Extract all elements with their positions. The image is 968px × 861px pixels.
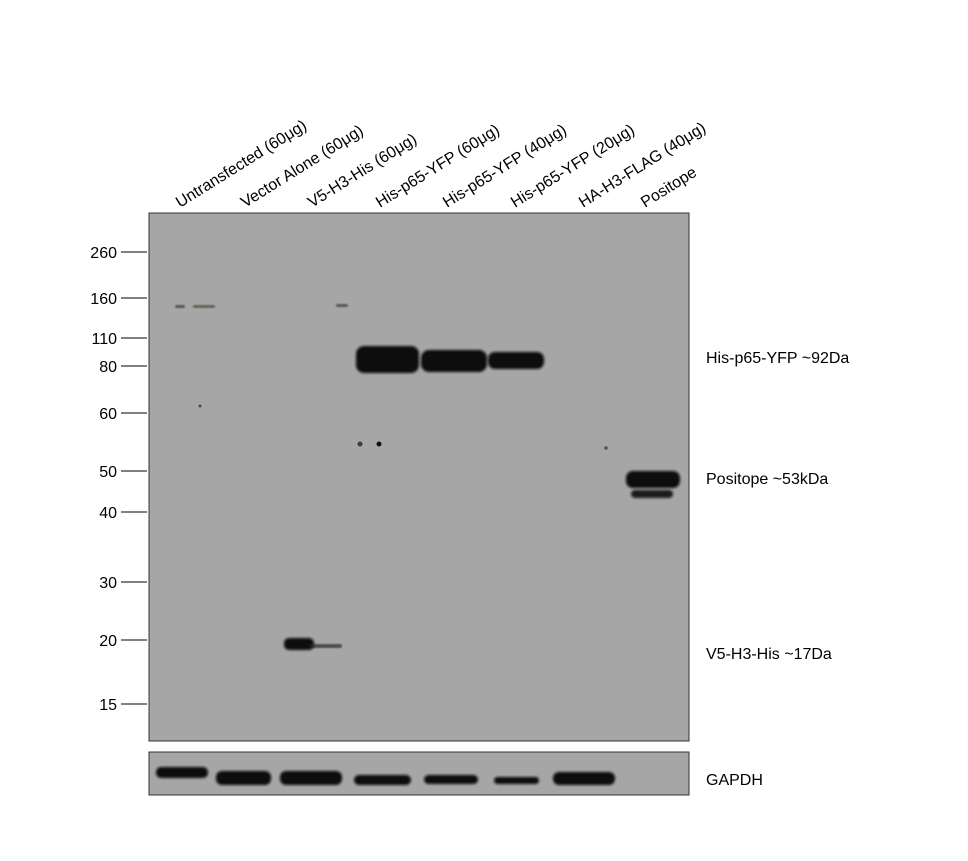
lane-label-5: His-p65-YFP (40μg) (440, 122, 570, 212)
lane-label-6: His-p65-YFP (20μg) (508, 122, 638, 212)
p65-band-lane-4 (356, 346, 419, 373)
faint-band (336, 304, 348, 307)
faint-speck (604, 446, 608, 450)
marker-label-60: 60 (99, 406, 117, 423)
lane-label-4: His-p65-YFP (60μg) (373, 122, 503, 212)
gapdh-band-lane-4 (354, 775, 411, 785)
gapdh-band-lane-5 (424, 775, 478, 784)
faint-speck (357, 441, 363, 447)
marker-label-50: 50 (99, 464, 117, 481)
faint-speck (198, 404, 202, 408)
positope-band-upper (626, 471, 680, 488)
marker-label-260: 260 (90, 245, 117, 262)
p65-band-lane-6 (488, 352, 544, 369)
annotation-positope: Positope ~53kDa (706, 471, 828, 488)
faint-band (193, 305, 215, 308)
marker-label-15: 15 (99, 697, 117, 714)
gapdh-band-lane-7 (553, 772, 615, 785)
marker-label-160: 160 (90, 291, 117, 308)
annotation-v5-h3-his: V5-H3-His ~17Da (706, 646, 832, 663)
marker-label-80: 80 (99, 359, 117, 376)
main-blot-membrane (148, 212, 690, 742)
marker-label-20: 20 (99, 633, 117, 650)
annotation-gapdh: GAPDH (706, 772, 763, 789)
v5-h3-his-band (284, 638, 342, 650)
main-blot-bands (175, 304, 680, 650)
faint-band (175, 305, 185, 308)
positope-band-lower (631, 490, 673, 498)
marker-label-30: 30 (99, 575, 117, 592)
faint-speck (376, 441, 382, 447)
marker-label-40: 40 (99, 505, 117, 522)
gapdh-band-lane-6 (494, 777, 539, 784)
gapdh-bands (156, 767, 615, 785)
lane-label-3: V5-H3-His (60μg) (305, 131, 420, 212)
lane-labels: Untransfected (60μg) Vector Alone (60μg)… (173, 117, 709, 211)
marker-label-110: 110 (91, 331, 117, 348)
annotation-p65: His-p65-YFP ~92Da (706, 350, 849, 367)
gapdh-band-lane-1 (156, 767, 208, 778)
p65-band-lane-5 (421, 350, 487, 372)
gapdh-band-lane-3 (280, 771, 342, 785)
gapdh-band-lane-2 (216, 771, 271, 785)
marker-ladder: 260 160 110 80 60 50 40 30 20 15 (90, 245, 147, 714)
